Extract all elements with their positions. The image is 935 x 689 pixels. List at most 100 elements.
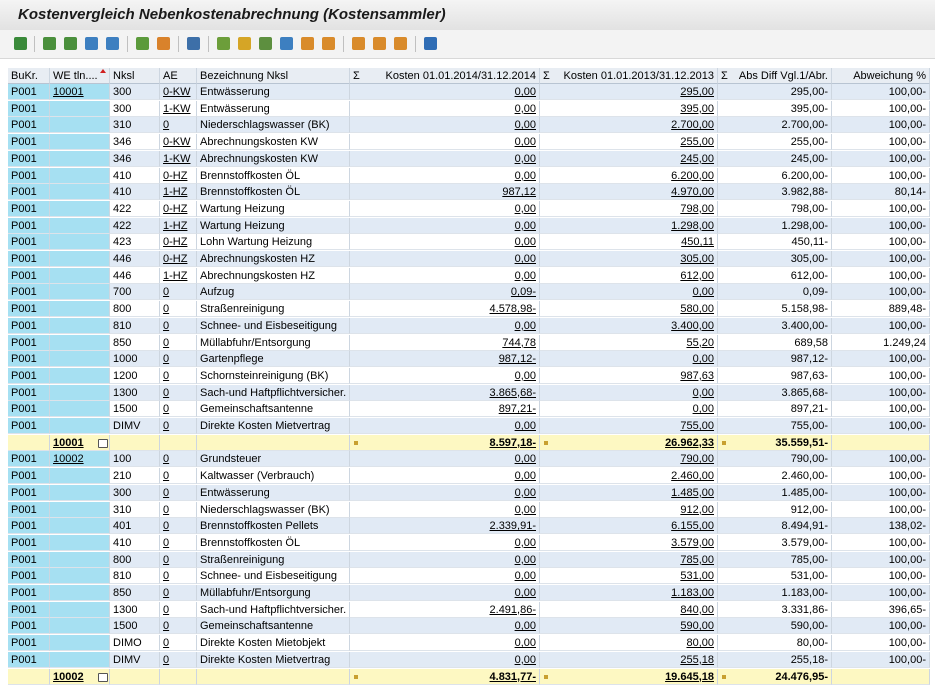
ae[interactable]: 1-HZ [160, 184, 197, 200]
column-header[interactable]: AE [160, 68, 197, 84]
ae[interactable]: 0 [160, 618, 197, 634]
ae[interactable]: 0 [160, 117, 197, 133]
filter-button[interactable] [85, 37, 98, 50]
sum-button[interactable] [136, 37, 149, 50]
ae[interactable]: 0-HZ [160, 201, 197, 217]
delete-filter-button[interactable] [106, 37, 119, 50]
ae[interactable]: 0 [160, 385, 197, 401]
kosten-2014[interactable]: 0,00 [350, 568, 540, 584]
kosten-2013[interactable]: 912,00 [540, 502, 718, 518]
column-header[interactable]: BuKr. [8, 68, 50, 84]
ae[interactable]: 0 [160, 401, 197, 417]
ae[interactable]: 0 [160, 602, 197, 618]
kosten-2014[interactable]: 0,00 [350, 535, 540, 551]
kosten-2014[interactable]: 2.491,86- [350, 602, 540, 618]
kosten-2013[interactable]: 395,00 [540, 101, 718, 117]
kosten-2013[interactable]: 1.183,00 [540, 585, 718, 601]
kosten-2014[interactable]: 0,00 [350, 168, 540, 184]
kosten-2014[interactable]: 0,00 [350, 418, 540, 434]
kosten-2013[interactable]: 531,00 [540, 568, 718, 584]
ae[interactable]: 0 [160, 284, 197, 300]
kosten-2013[interactable]: 785,00 [540, 552, 718, 568]
ae[interactable]: 0-KW [160, 84, 197, 100]
kosten-2013[interactable]: 3.400,00 [540, 318, 718, 334]
ae[interactable]: 0 [160, 635, 197, 651]
columns-button[interactable] [373, 37, 386, 50]
ae[interactable]: 0 [160, 451, 197, 467]
ae[interactable]: 0 [160, 351, 197, 367]
kosten-2014[interactable]: 0,00 [350, 268, 540, 284]
print-button[interactable] [187, 37, 200, 50]
graphic-button[interactable] [322, 37, 335, 50]
ae[interactable]: 1-HZ [160, 268, 197, 284]
ae[interactable]: 0 [160, 335, 197, 351]
grid-button[interactable] [352, 37, 365, 50]
kosten-2014[interactable]: 0,00 [350, 635, 540, 651]
kosten-2014[interactable]: 4.578,98- [350, 301, 540, 317]
we[interactable]: 10001 [50, 84, 110, 100]
kosten-2013[interactable]: 790,00 [540, 451, 718, 467]
kosten-2014[interactable]: 0,00 [350, 84, 540, 100]
kosten-2014[interactable]: 987,12- [350, 351, 540, 367]
kosten-2014[interactable]: 0,00 [350, 618, 540, 634]
kosten-2014[interactable]: 2.339,91- [350, 518, 540, 534]
kosten-2014[interactable]: 3.865,68- [350, 385, 540, 401]
details-button[interactable] [14, 37, 27, 50]
kosten-2014[interactable]: 0,00 [350, 151, 540, 167]
ae[interactable]: 0 [160, 301, 197, 317]
kosten-2013[interactable]: 3.579,00 [540, 535, 718, 551]
subtotal-we[interactable]: 10002 [50, 669, 110, 685]
ae[interactable]: 0-KW [160, 134, 197, 150]
kosten-2013[interactable]: 2.460,00 [540, 468, 718, 484]
export-button[interactable] [238, 37, 251, 50]
ae[interactable]: 0 [160, 468, 197, 484]
ae[interactable]: 0 [160, 485, 197, 501]
column-header[interactable]: Nksl [110, 68, 160, 84]
ae[interactable]: 1-KW [160, 101, 197, 117]
kosten-2014[interactable]: 0,00 [350, 485, 540, 501]
kosten-2013[interactable]: 1.485,00 [540, 485, 718, 501]
kosten-2014[interactable]: 0,00 [350, 585, 540, 601]
ae[interactable]: 0-HZ [160, 168, 197, 184]
ae[interactable]: 0 [160, 518, 197, 534]
kosten-2014[interactable]: 0,00 [350, 218, 540, 234]
kosten-2013[interactable]: 840,00 [540, 602, 718, 618]
kosten-2014[interactable]: 0,00 [350, 101, 540, 117]
kosten-2014[interactable]: 0,00 [350, 117, 540, 133]
kosten-2013[interactable]: 305,00 [540, 251, 718, 267]
we[interactable]: 10002 [50, 451, 110, 467]
column-header[interactable]: Kosten 01.01.2013/31.12.2013Σ [540, 68, 718, 84]
kosten-2013[interactable]: 245,00 [540, 151, 718, 167]
ae[interactable]: 0 [160, 652, 197, 668]
column-header[interactable]: Abs Diff Vgl.1/Abr.Σ [718, 68, 832, 84]
kosten-2014[interactable]: 0,00 [350, 234, 540, 250]
ae[interactable]: 0-HZ [160, 234, 197, 250]
kosten-2013[interactable]: 2.700,00 [540, 117, 718, 133]
kosten-2013[interactable]: 755,00 [540, 418, 718, 434]
ae[interactable]: 0-HZ [160, 251, 197, 267]
kosten-2014[interactable]: 0,00 [350, 652, 540, 668]
layout-select-button[interactable] [280, 37, 293, 50]
kosten-2014[interactable]: 0,00 [350, 502, 540, 518]
kosten-2013[interactable]: 4.970,00 [540, 184, 718, 200]
kosten-2013[interactable]: 798,00 [540, 201, 718, 217]
kosten-2013[interactable]: 612,00 [540, 268, 718, 284]
kosten-2014[interactable]: 987,12 [350, 184, 540, 200]
kosten-2013[interactable]: 590,00 [540, 618, 718, 634]
kosten-2014[interactable]: 0,09- [350, 284, 540, 300]
subtotal-we[interactable]: 10001 [50, 435, 110, 451]
kosten-2013[interactable]: 580,00 [540, 301, 718, 317]
kosten-2013[interactable]: 6.155,00 [540, 518, 718, 534]
sort-desc-button[interactable] [64, 37, 77, 50]
views-button[interactable] [217, 37, 230, 50]
kosten-2013[interactable]: 255,18 [540, 652, 718, 668]
layout-save-button[interactable] [301, 37, 314, 50]
kosten-2013[interactable]: 0,00 [540, 284, 718, 300]
kosten-2014[interactable]: 897,21- [350, 401, 540, 417]
subtotal-button[interactable] [157, 37, 170, 50]
ae[interactable]: 0 [160, 418, 197, 434]
kosten-2014[interactable]: 0,00 [350, 134, 540, 150]
info-button[interactable] [424, 37, 437, 50]
ae[interactable]: 0 [160, 585, 197, 601]
kosten-2013[interactable]: 295,00 [540, 84, 718, 100]
